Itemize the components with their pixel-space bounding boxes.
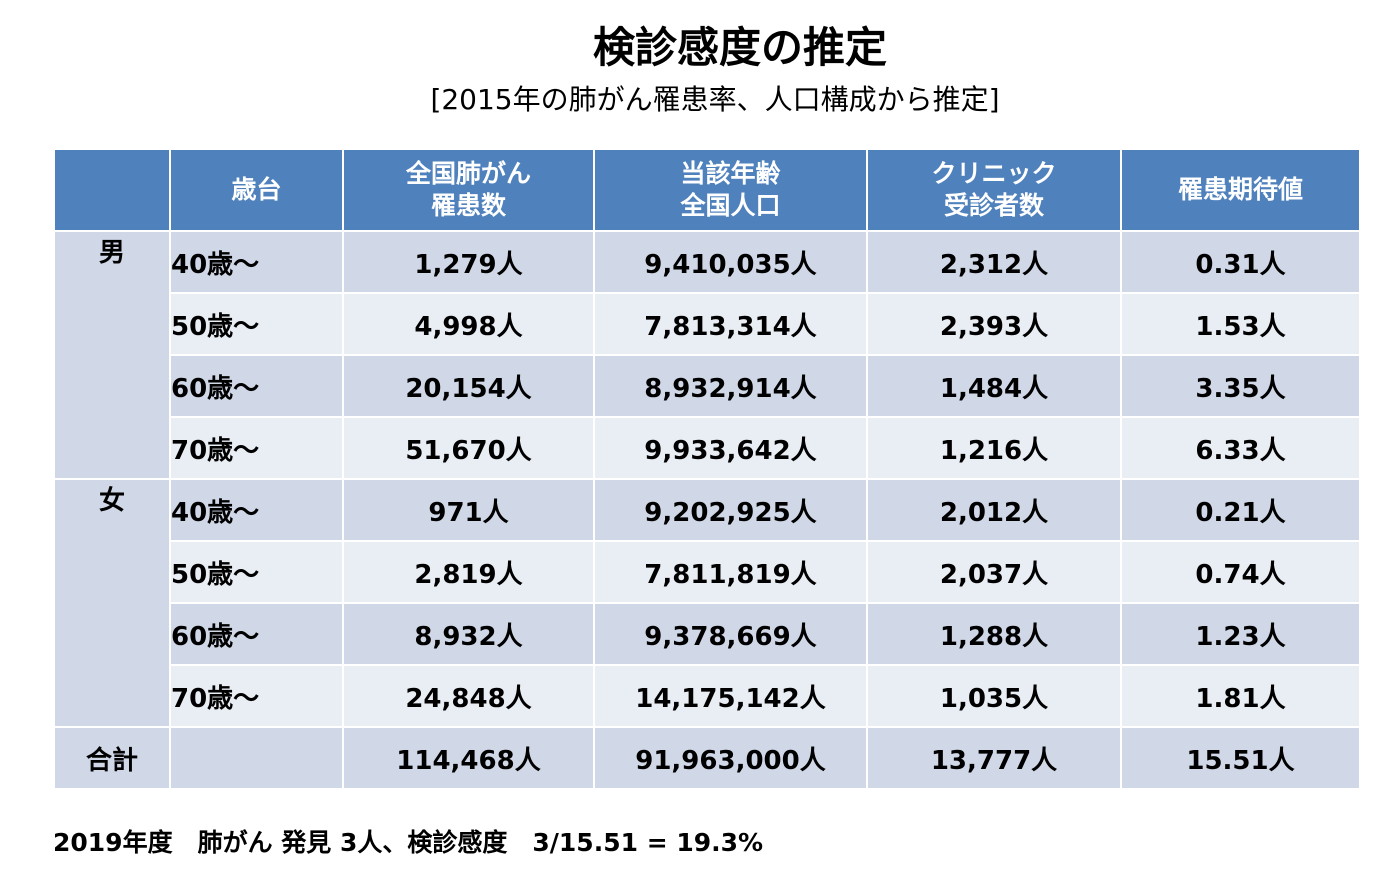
examinees-cell: 2,012人 — [866, 478, 1122, 542]
cases-cell: 51,670人 — [342, 416, 595, 480]
examinees-cell: 2,312人 — [866, 230, 1122, 294]
age-cell: 40歳～ — [169, 230, 344, 294]
cases-cell: 4,998人 — [342, 292, 595, 356]
header-row: 歳台 全国肺がん 罹患数 当該年齢 全国人口 クリニック 受診者数 罹患期待値 — [53, 148, 1361, 232]
expected-cell: 6.33人 — [1120, 416, 1361, 480]
sex-label-female: 女 — [53, 478, 171, 728]
age-cell: 70歳～ — [169, 664, 344, 728]
cases-cell: 2,819人 — [342, 540, 595, 604]
table-row: 70歳～ 51,670人 9,933,642人 1,216人 6.33人 — [54, 416, 1361, 480]
cases-cell: 20,154人 — [342, 354, 595, 418]
table-row: 50歳～ 2,819人 7,811,819人 2,037人 0.74人 — [54, 540, 1361, 604]
examinees-cell: 2,393人 — [866, 292, 1122, 356]
header-examinees: クリニック 受診者数 — [866, 148, 1122, 232]
cases-cell: 1,279人 — [342, 230, 595, 294]
examinees-cell: 2,037人 — [866, 540, 1122, 604]
expected-cell: 1.53人 — [1120, 292, 1361, 356]
examinees-cell: 1,216人 — [866, 416, 1122, 480]
header-age: 歳台 — [169, 148, 344, 232]
expected-cell: 1.81人 — [1120, 664, 1361, 728]
expected-cell: 0.74人 — [1120, 540, 1361, 604]
population-cell: 9,202,925人 — [593, 478, 868, 542]
sensitivity-table: 歳台 全国肺がん 罹患数 当該年齢 全国人口 クリニック 受診者数 罹患期待値 … — [53, 148, 1361, 790]
age-cell: 50歳～ — [169, 292, 344, 356]
age-cell: 40歳～ — [169, 478, 344, 542]
cases-cell: 24,848人 — [342, 664, 595, 728]
cases-cell: 971人 — [342, 478, 595, 542]
age-cell — [169, 726, 344, 790]
age-cell: 60歳～ — [169, 602, 344, 666]
population-cell: 14,175,142人 — [593, 664, 868, 728]
examinees-cell: 1,288人 — [866, 602, 1122, 666]
header-sex — [53, 148, 171, 232]
population-cell: 9,933,642人 — [593, 416, 868, 480]
total-expected: 15.51人 — [1120, 726, 1361, 790]
page-subtitle: [2015年の肺がん罹患率、人口構成から推定] — [430, 83, 1000, 116]
table-row: 60歳～ 8,932人 9,378,669人 1,288人 1.23人 — [54, 602, 1361, 666]
age-cell: 50歳～ — [169, 540, 344, 604]
total-row: 合計 114,468人 91,963,000人 13,777人 15.51人 — [53, 726, 1361, 790]
table-row: 60歳～ 20,154人 8,932,914人 1,484人 3.35人 — [54, 354, 1361, 418]
population-cell: 7,813,314人 — [593, 292, 868, 356]
header-cases: 全国肺がん 罹患数 — [342, 148, 595, 232]
expected-cell: 0.21人 — [1120, 478, 1361, 542]
examinees-cell: 1,035人 — [866, 664, 1122, 728]
population-cell: 9,410,035人 — [593, 230, 868, 294]
population-cell: 9,378,669人 — [593, 602, 868, 666]
page-title: 検診感度の推定 — [592, 23, 887, 72]
population-cell: 7,811,819人 — [593, 540, 868, 604]
expected-cell: 0.31人 — [1120, 230, 1361, 294]
table-row: 70歳～ 24,848人 14,175,142人 1,035人 1.81人 — [54, 664, 1361, 728]
header-expected: 罹患期待値 — [1120, 148, 1361, 232]
age-cell: 70歳～ — [169, 416, 344, 480]
table-row: 女 40歳～ 971人 9,202,925人 2,012人 0.21人 — [53, 478, 1361, 728]
population-cell: 8,932,914人 — [593, 354, 868, 418]
examinees-cell: 1,484人 — [866, 354, 1122, 418]
footnote: 2019年度 肺がん 発見 3人、検診感度 3/15.51 = 19.3% — [53, 828, 764, 857]
expected-cell: 1.23人 — [1120, 602, 1361, 666]
age-cell: 60歳～ — [169, 354, 344, 418]
sex-label-male: 男 — [53, 230, 171, 480]
expected-cell: 3.35人 — [1120, 354, 1361, 418]
cases-cell: 8,932人 — [342, 602, 595, 666]
table-row: 男 40歳～ 1,279人 9,410,035人 2,312人 0.31人 — [53, 230, 1361, 480]
total-label: 合計 — [53, 726, 171, 790]
total-population: 91,963,000人 — [593, 726, 868, 790]
total-cases: 114,468人 — [342, 726, 595, 790]
header-population: 当該年齢 全国人口 — [593, 148, 868, 232]
table-row: 50歳～ 4,998人 7,813,314人 2,393人 1.53人 — [54, 292, 1361, 356]
total-examinees: 13,777人 — [866, 726, 1122, 790]
